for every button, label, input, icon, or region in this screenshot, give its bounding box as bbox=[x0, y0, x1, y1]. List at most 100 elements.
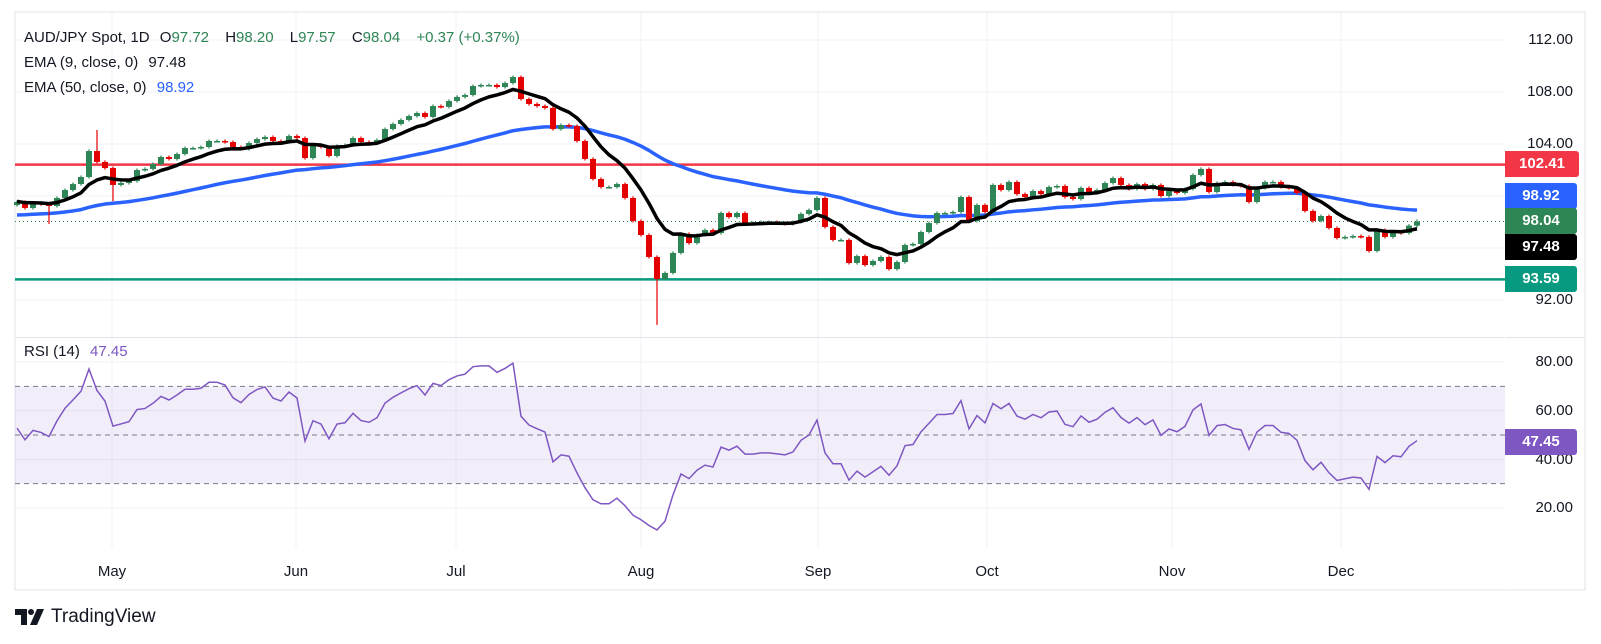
candle bbox=[62, 188, 68, 200]
candle-body bbox=[542, 106, 548, 108]
rsi-label: RSI (14) bbox=[24, 343, 80, 360]
candle-body bbox=[678, 233, 684, 253]
candle-body bbox=[110, 168, 116, 185]
candle-body bbox=[966, 197, 972, 221]
change-value: +0.37 (+0.37%) bbox=[416, 29, 520, 46]
candle bbox=[222, 139, 228, 144]
candle-body bbox=[454, 96, 460, 101]
candle bbox=[134, 168, 140, 183]
candle bbox=[622, 182, 628, 200]
candle bbox=[110, 166, 116, 202]
price-tick: 104.00 bbox=[1527, 135, 1573, 152]
candle bbox=[894, 260, 900, 271]
candle bbox=[454, 95, 460, 103]
candle-body bbox=[1358, 236, 1364, 238]
candle-body bbox=[14, 201, 20, 206]
rsi-tick: 40.00 bbox=[1535, 451, 1573, 468]
ema9-value: 97.48 bbox=[148, 54, 186, 71]
candle-body bbox=[1302, 193, 1308, 211]
candle bbox=[254, 137, 260, 145]
candle bbox=[990, 183, 996, 214]
candle-body bbox=[614, 184, 620, 188]
candle-body bbox=[950, 211, 956, 214]
candle bbox=[550, 106, 556, 131]
candle-body bbox=[1030, 191, 1036, 198]
candle-body bbox=[566, 125, 572, 127]
legend-ema50[interactable]: EMA (50, close, 0) 98.92 bbox=[24, 79, 200, 96]
candle bbox=[806, 208, 812, 216]
tradingview-logo[interactable]: TradingView bbox=[15, 606, 156, 628]
candle bbox=[1374, 228, 1380, 253]
candle bbox=[1310, 209, 1316, 223]
candle-body bbox=[222, 141, 228, 143]
ema50-value: 98.92 bbox=[156, 79, 195, 96]
resistance-price-label: 102.41 bbox=[1505, 151, 1579, 177]
candle-body bbox=[166, 157, 172, 159]
ema9-line bbox=[16, 87, 1418, 257]
candle bbox=[982, 203, 988, 214]
candle bbox=[1038, 189, 1044, 196]
candle-body bbox=[1326, 216, 1332, 228]
candle-body bbox=[438, 106, 444, 108]
candle-body bbox=[406, 116, 412, 120]
candle bbox=[494, 83, 500, 89]
candle-body bbox=[686, 233, 692, 244]
ema50-line bbox=[16, 125, 1418, 219]
candle-body bbox=[1342, 236, 1348, 239]
candle-body bbox=[1014, 181, 1020, 195]
candle-body bbox=[510, 77, 516, 84]
rsi-tick: 60.00 bbox=[1535, 402, 1573, 419]
candle-body bbox=[1174, 191, 1180, 194]
candle-body bbox=[526, 99, 532, 104]
candle bbox=[566, 123, 572, 128]
candle bbox=[870, 259, 876, 267]
candle-body bbox=[1318, 216, 1324, 221]
candle bbox=[510, 75, 516, 85]
candle-body bbox=[1214, 183, 1220, 192]
candle bbox=[606, 185, 612, 189]
candle bbox=[182, 146, 188, 156]
candle-body bbox=[310, 145, 316, 159]
candle-body bbox=[430, 106, 436, 117]
candle bbox=[534, 102, 540, 108]
candle-body bbox=[878, 256, 884, 261]
ema50-label: EMA (50, close, 0) bbox=[24, 79, 147, 96]
candle bbox=[358, 136, 364, 144]
candle bbox=[70, 182, 76, 192]
close-label: C bbox=[351, 29, 363, 46]
candle bbox=[726, 211, 732, 219]
candle-body bbox=[1270, 181, 1276, 184]
candle-body bbox=[1086, 187, 1092, 194]
candle-body bbox=[262, 136, 268, 140]
candle-body bbox=[998, 184, 1004, 191]
candle bbox=[406, 114, 412, 122]
candle bbox=[302, 136, 308, 160]
candle-body bbox=[838, 239, 844, 242]
candle-body bbox=[654, 256, 660, 279]
candle-body bbox=[1350, 236, 1356, 238]
candle bbox=[446, 99, 452, 109]
candle-body bbox=[918, 232, 924, 244]
candle-body bbox=[350, 138, 356, 146]
candle-body bbox=[398, 119, 404, 124]
candle bbox=[934, 211, 940, 225]
close-value: 98.04 bbox=[362, 29, 401, 46]
candle bbox=[542, 104, 548, 110]
legend-ema9[interactable]: EMA (9, close, 0) 97.48 bbox=[24, 54, 192, 71]
legend-rsi[interactable]: RSI (14) 47.45 bbox=[24, 343, 134, 360]
candle bbox=[878, 255, 884, 263]
candle-body bbox=[662, 272, 668, 279]
candle-body bbox=[358, 138, 364, 143]
candle bbox=[270, 135, 276, 143]
candle bbox=[574, 124, 580, 143]
candle bbox=[390, 122, 396, 131]
candle bbox=[78, 175, 84, 186]
candle-body bbox=[886, 256, 892, 270]
symbol-title[interactable]: AUD/JPY Spot, 1D bbox=[24, 29, 150, 46]
candle-body bbox=[846, 239, 852, 263]
candle bbox=[814, 196, 820, 212]
candle-body bbox=[126, 181, 132, 183]
candle bbox=[1366, 235, 1372, 253]
ema9-label: EMA (9, close, 0) bbox=[24, 54, 139, 71]
